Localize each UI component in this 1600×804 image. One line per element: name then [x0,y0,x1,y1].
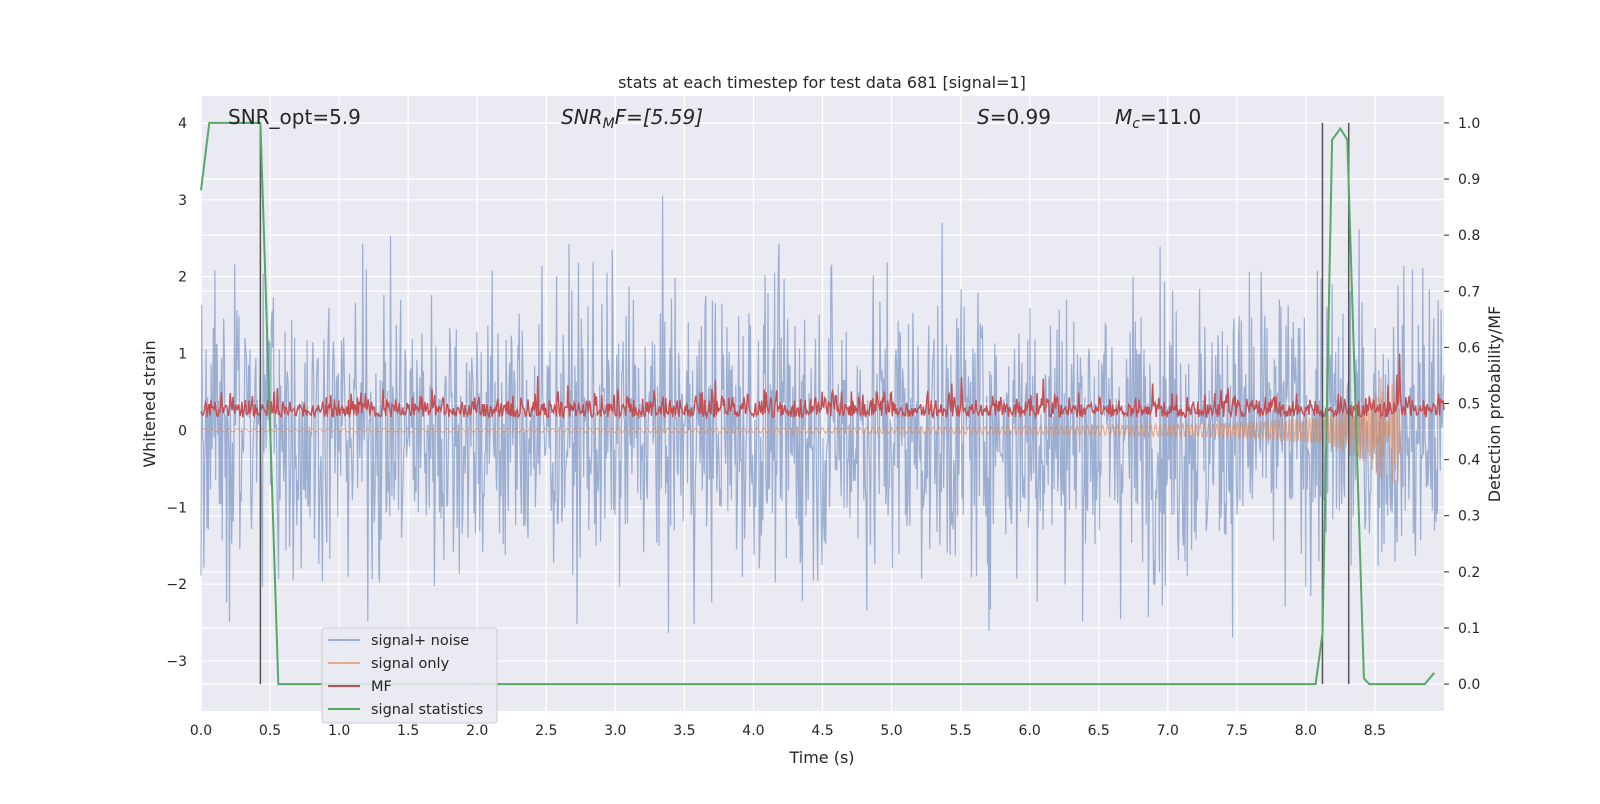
x-tick-label: 8.0 [1295,723,1317,739]
x-tick-label: 5.5 [949,723,971,739]
y2-tick-label: 0.4 [1458,453,1480,469]
series-line-signal-noise [200,195,1445,638]
y2-tick-label: 0.7 [1458,284,1480,300]
y-axis-ticks: 4 3 2 1 0 −1 −2 −3 [166,116,187,670]
y-tick-label: −1 [166,500,187,516]
annotation-snr-mf: SNRMF=[5.59] [561,105,703,132]
x-tick-label: 3.0 [604,723,626,739]
x-tick-label: 7.5 [1226,723,1248,739]
y-axis-label: Whitened strain [140,340,159,467]
annotation-s: S=0.99 [977,105,1051,129]
legend-label-signal-only: signal only [371,656,450,672]
x-tick-label: 6.0 [1019,723,1041,739]
y-tick-label: 1 [178,347,187,363]
legend-label-signal-noise: signal+ noise [371,633,469,649]
y-tick-label: 0 [178,423,187,439]
x-tick-label: 4.5 [811,723,833,739]
legend: signal+ noise signal only MF signal stat… [321,627,498,724]
x-tick-label: 8.5 [1364,723,1386,739]
y2-tick-label: 0.2 [1458,565,1480,581]
x-axis-ticks: 0.0 0.5 1.0 1.5 2.0 2.5 3.0 3.5 4.0 4.5 5.0 5.5 6.0 6… [190,723,1386,739]
y2-tick-label: 0.0 [1458,677,1480,693]
y2-tick-label: 0.9 [1458,172,1480,188]
y2-tick-label: 1.0 [1458,116,1480,132]
x-tick-label: 1.5 [397,723,419,739]
annotation-snr-opt: SNR_opt=5.9 [228,105,361,129]
y2-tick-label: 0.3 [1458,509,1480,525]
x-tick-label: 6.5 [1088,723,1110,739]
series-line-signal-only [200,377,1403,485]
series-line-mf [200,353,1445,420]
legend-label-signal-statistics: signal statistics [371,702,483,718]
y2-tick-label: 0.5 [1458,397,1480,413]
x-tick-label: 2.0 [466,723,488,739]
y-tick-label: 3 [178,193,187,209]
y2-axis-ticks: 1.0 0.9 0.8 0.7 0.6 0.5 0.4 0.3 0.2 0.1 0.0 [1444,116,1480,693]
y2-tick-label: 0.6 [1458,340,1480,356]
chart-title: stats at each timestep for test data 681… [618,73,1026,92]
x-tick-label: 0.0 [190,723,212,739]
x-axis-label: Time (s) [788,748,854,767]
series-line-signal-statistics [200,121,1436,686]
annotation-mc: Mc=11.0 [1115,105,1201,132]
y2-tick-label: 0.8 [1458,228,1480,244]
legend-label-mf: MF [371,679,392,695]
y-tick-label: −3 [166,654,187,670]
y2-tick-label: 0.1 [1458,621,1480,637]
legend-box [321,627,498,724]
y-tick-label: 4 [178,116,187,132]
y2-axis-label: Detection probability/MF [1485,306,1504,503]
x-tick-label: 0.5 [259,723,281,739]
series-layer [200,121,1445,686]
y-tick-label: 2 [178,270,187,286]
x-tick-label: 1.0 [328,723,350,739]
y-tick-label: −2 [166,577,187,593]
x-tick-label: 4.0 [742,723,764,739]
x-tick-label: 2.5 [535,723,557,739]
x-tick-label: 7.0 [1157,723,1179,739]
x-tick-label: 3.5 [673,723,695,739]
x-tick-label: 5.0 [880,723,902,739]
